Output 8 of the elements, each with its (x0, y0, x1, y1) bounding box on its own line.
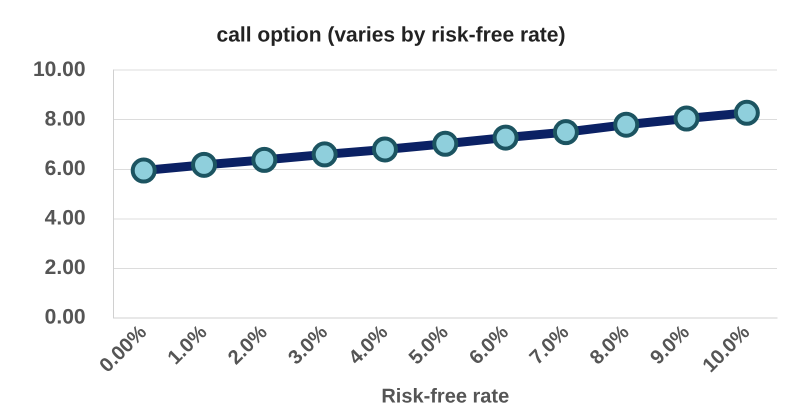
y-tick-label: 2.00 (44, 256, 86, 280)
y-tick-label: 4.00 (44, 206, 86, 230)
x-axis-title: Risk-free rate (381, 386, 510, 408)
chart-title: call option (varies by risk-free rate) (216, 23, 566, 46)
y-tick-label: 8.00 (44, 108, 86, 131)
y-tick-label: 6.00 (44, 157, 86, 180)
y-tick-label: 0.00 (44, 306, 86, 329)
y-tick-label: 10.00 (32, 58, 86, 81)
